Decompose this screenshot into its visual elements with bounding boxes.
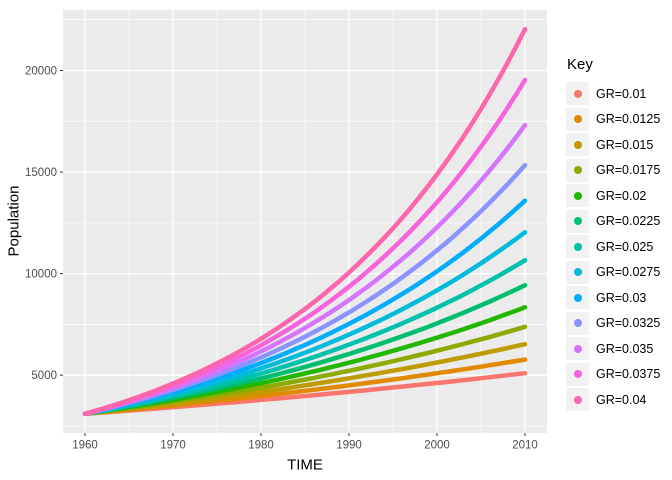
legend-entry-label: GR=0.0175 <box>596 163 661 177</box>
x-axis-title: TIME <box>287 456 323 474</box>
legend-key-box <box>566 311 589 335</box>
legend-key-dot <box>573 115 582 123</box>
legend-entry-label: GR=0.025 <box>596 239 654 254</box>
legend-key-dot <box>573 242 582 251</box>
legend-entry: GR=0.0275 <box>566 260 661 284</box>
legend-key-dot <box>573 166 582 174</box>
legend-key-dot <box>573 395 582 404</box>
legend-entry: GR=0.0375 <box>566 362 661 386</box>
legend-entry: GR=0.035 <box>566 337 660 360</box>
legend-key-box <box>566 337 589 360</box>
legend-key-dot <box>573 344 582 353</box>
legend-entry-label: GR=0.0325 <box>596 316 661 330</box>
legend-key-box <box>566 107 589 131</box>
x-tick-label: 1970 <box>160 440 186 452</box>
legend-key-dot <box>573 217 582 225</box>
legend-entry-label: GR=0.01 <box>596 86 647 101</box>
legend-entry-label: GR=0.02 <box>596 188 647 203</box>
legend-key-box <box>566 388 589 411</box>
x-tick-label: 1990 <box>336 440 362 452</box>
legend-entry: GR=0.04 <box>566 388 660 411</box>
legend-entry-label: GR=0.04 <box>596 392 647 407</box>
legend-key-dot <box>573 293 582 302</box>
legend-key-dot <box>573 370 582 378</box>
legend-key-dot <box>573 89 582 98</box>
y-tick-label: 10000 <box>25 269 57 281</box>
legend-entry-label: GR=0.0225 <box>596 214 661 228</box>
legend-key-box <box>566 260 589 284</box>
legend-key-box <box>566 133 589 156</box>
x-tick-label: 1960 <box>72 440 98 452</box>
legend-key-box <box>566 235 589 258</box>
legend-entry: GR=0.0175 <box>566 158 661 182</box>
legend-entry: GR=0.0225 <box>566 209 661 233</box>
legend-key-dot <box>573 140 582 149</box>
legend-key-dot <box>573 268 582 276</box>
legend-entry-label: GR=0.035 <box>596 341 654 356</box>
legend-entry: GR=0.01 <box>566 82 660 105</box>
legend-key-dot <box>573 319 582 327</box>
y-tick-label: 5000 <box>31 370 57 382</box>
x-tick-label: 2000 <box>424 440 450 452</box>
legend-entry-label: GR=0.0375 <box>596 367 661 381</box>
legend-key-box <box>566 286 589 309</box>
legend-entry: GR=0.025 <box>566 235 660 258</box>
legend: Key GR=0.01 GR=0.0125 GR=0.015 GR=0.0175 GR=… <box>566 56 660 414</box>
legend-entry-label: GR=0.0275 <box>596 265 661 279</box>
legend-entry: GR=0.02 <box>566 184 660 207</box>
legend-key-box <box>566 209 589 233</box>
legend-entry-label: GR=0.03 <box>596 290 647 305</box>
legend-key-box <box>566 362 589 386</box>
legend-key-dot <box>573 191 582 200</box>
legend-key-box <box>566 158 589 182</box>
legend-entries: GR=0.01 GR=0.0125 GR=0.015 GR=0.0175 GR=0.02… <box>566 82 660 411</box>
legend-entry: GR=0.015 <box>566 133 660 156</box>
y-axis-title: Population <box>5 185 23 257</box>
legend-entry-label: GR=0.0125 <box>596 112 661 126</box>
legend-entry: GR=0.03 <box>566 286 660 309</box>
x-tick-label: 1980 <box>248 440 274 452</box>
x-tick-label: 2010 <box>512 440 538 452</box>
legend-entry: GR=0.0325 <box>566 311 661 335</box>
series-line-GR=0.04 <box>82 26 528 417</box>
legend-title: Key <box>567 56 593 73</box>
legend-entry-label: GR=0.015 <box>596 137 654 152</box>
legend-entry: GR=0.0125 <box>566 107 661 131</box>
y-tick-label: 20000 <box>25 65 57 77</box>
y-tick-label: 15000 <box>25 167 57 179</box>
legend-key-box <box>566 184 589 207</box>
legend-key-box <box>566 82 589 105</box>
